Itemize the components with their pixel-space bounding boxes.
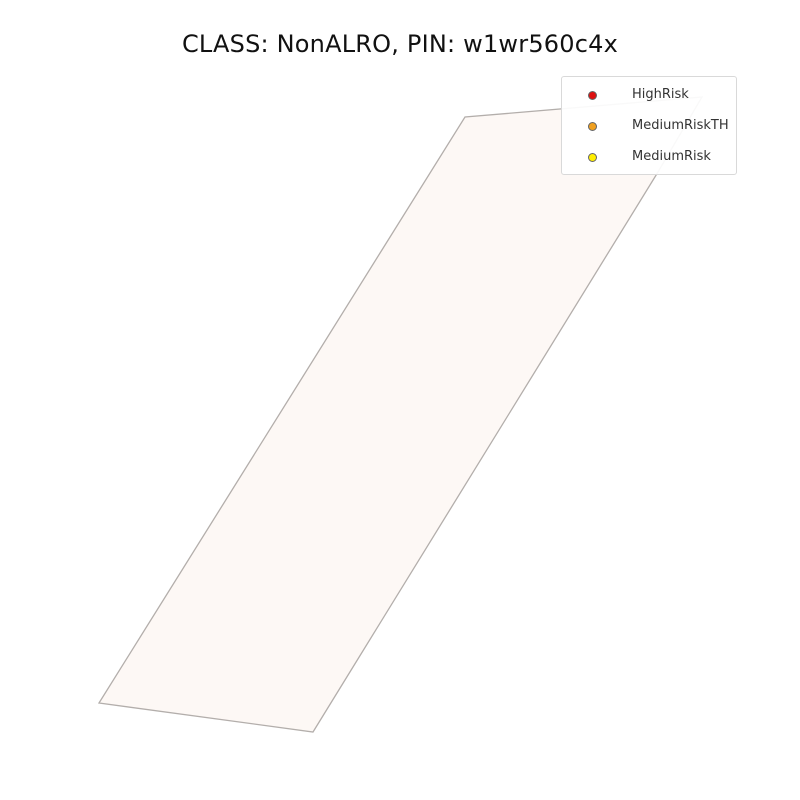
- legend-label: MediumRiskTH: [632, 118, 729, 133]
- legend-label: HighRisk: [632, 87, 689, 102]
- legend-label: MediumRisk: [632, 149, 711, 164]
- high-risk-marker-icon: [588, 91, 597, 100]
- parcel-polygon: [97, 96, 704, 733]
- legend-item-medium-risk: MediumRisk: [562, 148, 738, 168]
- legend-item-high-risk: HighRisk: [562, 86, 738, 106]
- legend-item-medium-risk-th: MediumRiskTH: [562, 117, 738, 137]
- medium-risk-marker-icon: [588, 153, 597, 162]
- map-legend: HighRisk MediumRiskTH MediumRisk: [561, 76, 737, 175]
- map-title: CLASS: NonALRO, PIN: w1wr560c4x: [181, 30, 619, 58]
- medium-risk-th-marker-icon: [588, 122, 597, 131]
